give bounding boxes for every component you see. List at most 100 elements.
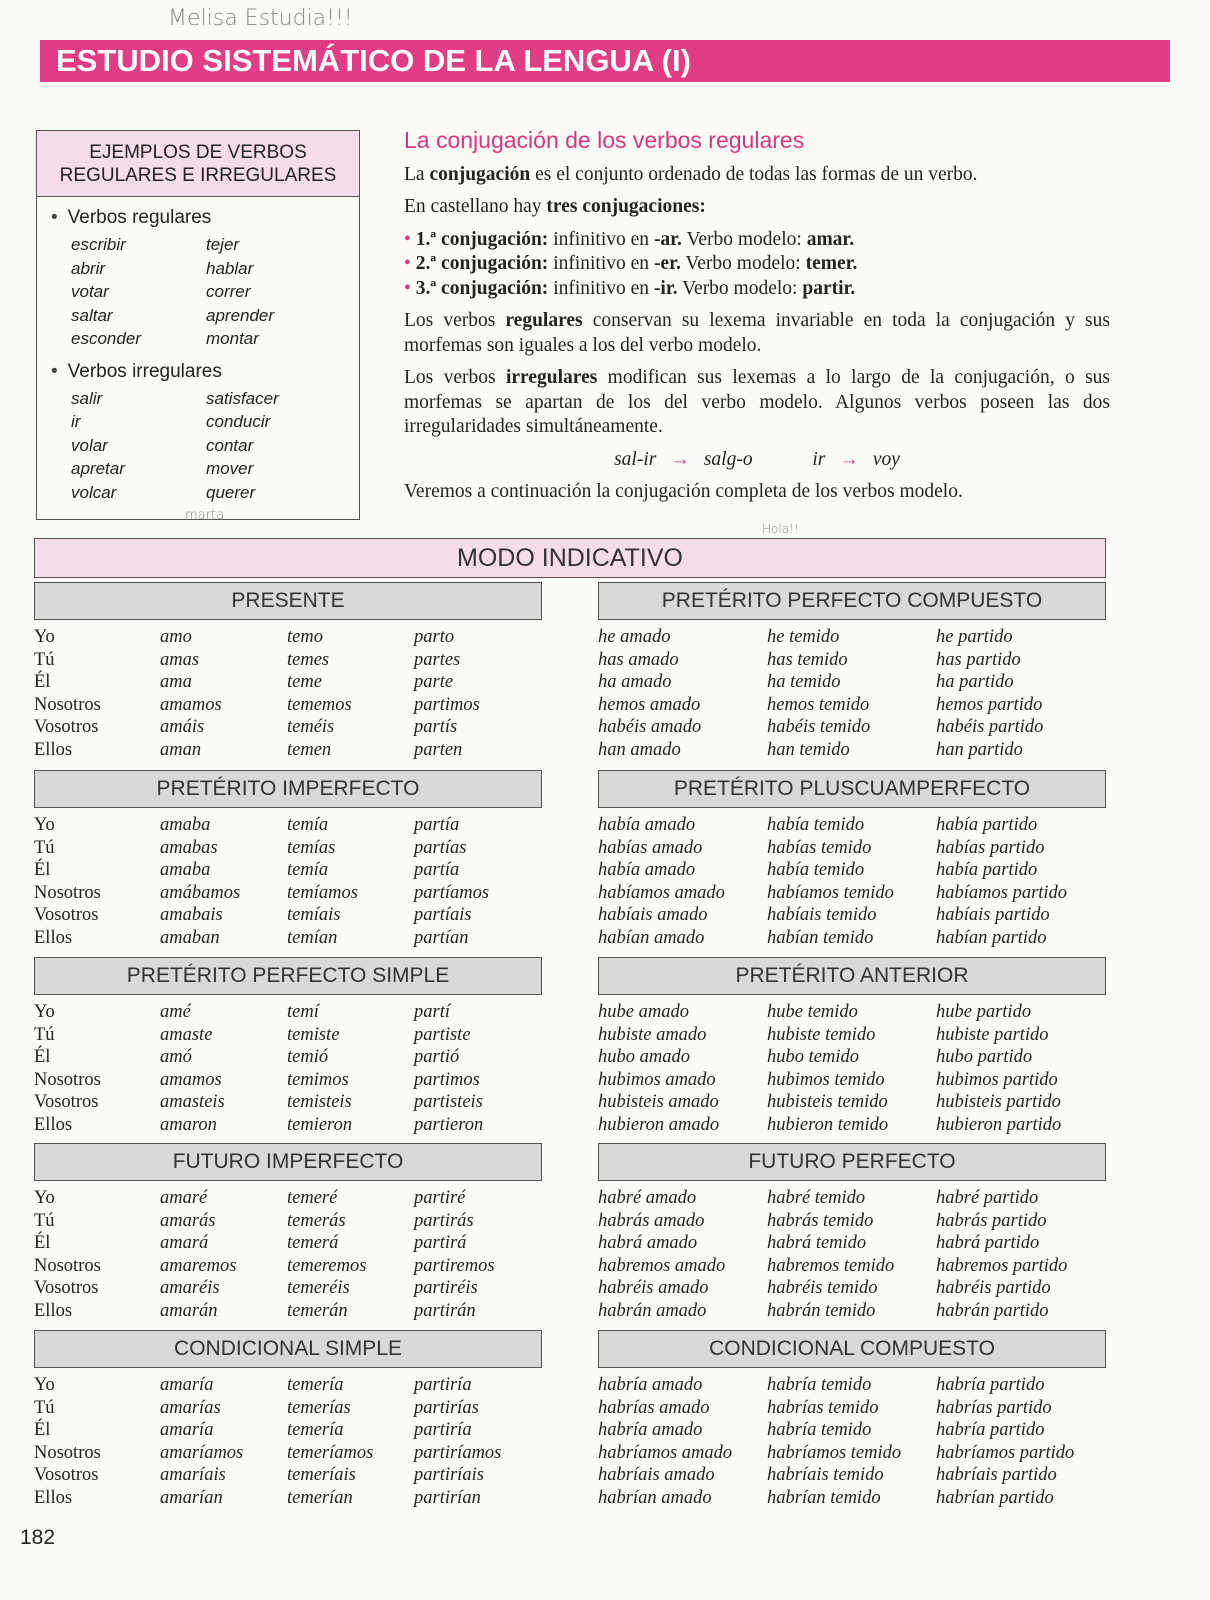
- verb-form: han partido: [936, 739, 1023, 760]
- verb-form: amarían: [160, 1487, 223, 1508]
- table-row: Ellos amaron temieron partieron: [34, 1114, 542, 1137]
- verb-form: temeréis: [287, 1278, 350, 1298]
- verb-example: votar: [71, 282, 109, 301]
- page-number: 182: [20, 1526, 56, 1549]
- table-row: hemos amado hemos temido hemos partido: [598, 694, 1106, 717]
- verb-form: has partido: [936, 649, 1021, 670]
- verb-form: partiremos: [414, 1255, 495, 1276]
- pronoun: Tú: [34, 837, 55, 858]
- verb-form: has temido: [767, 649, 848, 670]
- verb-form: habréis partido: [936, 1278, 1051, 1298]
- verb-form: habré amado: [598, 1188, 697, 1208]
- regular-verbs-list: escribir tejer abrir hablar votar correr salta…: [71, 233, 359, 351]
- text: conjugación: [429, 163, 531, 185]
- verb-form: temen: [287, 739, 332, 760]
- pronoun: Yo: [34, 815, 55, 835]
- paragraph: En castellano hay tres conjugaciones:: [404, 195, 1110, 220]
- text: La: [404, 163, 430, 185]
- verb-form: aman: [160, 739, 202, 760]
- verb-form: había partido: [936, 860, 1038, 880]
- verb-form: hubieron partido: [936, 1114, 1062, 1135]
- verb-form: amábamos: [160, 882, 241, 903]
- table-row: han amado han temido han partido: [598, 739, 1106, 762]
- verb-form: hube partido: [936, 1002, 1032, 1022]
- verb-form: temeríais: [287, 1465, 356, 1485]
- verb-form: temerás: [287, 1210, 346, 1231]
- table-row: habías amado habías temido habías partido: [598, 837, 1106, 860]
- verb-form: amas: [160, 649, 200, 670]
- conjugation-item: 1.ª conjugación: infinitivo en -ar. Verb…: [404, 228, 1110, 253]
- conjugation-item: 3.ª conjugación: infinitivo en -ir. Verb…: [404, 277, 1110, 302]
- table-row: Nosotros amábamos temíamos partíamos: [34, 882, 542, 905]
- verb-form: amamos: [160, 1069, 222, 1090]
- pronoun: Tú: [34, 1397, 55, 1418]
- verb-form: parten: [414, 739, 463, 760]
- chapter-title: ESTUDIO SISTEMÁTICO DE LA LENGUA (I): [40, 40, 1170, 82]
- verb-form: partiría: [414, 1375, 472, 1395]
- verb-form: parto: [414, 627, 455, 647]
- verb-form: habíais partido: [936, 905, 1050, 925]
- verb-form: partiste: [414, 1024, 471, 1045]
- verb-form: habíamos temido: [767, 882, 894, 903]
- conjugation-item: 2.ª conjugación: infinitivo en -er. Verb…: [404, 252, 1110, 277]
- table-row: Ellos amarán temerán partirán: [34, 1300, 542, 1323]
- verb-form: temerán: [287, 1300, 348, 1321]
- verb-form: temerías: [287, 1397, 351, 1418]
- verb-example: volcar: [71, 482, 117, 502]
- verb-form: has amado: [598, 649, 679, 670]
- verb-form: habían temido: [767, 927, 874, 948]
- verb-form: hemos partido: [936, 694, 1043, 715]
- table-row: Yo amé temí partí: [34, 1001, 542, 1024]
- verb-form: amaste: [160, 1024, 213, 1045]
- verb-form: temiste: [287, 1024, 340, 1045]
- verb-form: partí: [414, 1002, 450, 1022]
- text: conservan su lexema invariable en toda l…: [404, 310, 1110, 356]
- verb-form: hubieron temido: [767, 1114, 889, 1135]
- verb-form: temían: [287, 927, 338, 948]
- table-row: Ellos amarían temerían partirían: [34, 1487, 542, 1510]
- pronoun: Ellos: [34, 1300, 73, 1321]
- text: 1.ª conjugación:: [415, 228, 549, 250]
- verb-form: habrás partido: [936, 1210, 1047, 1231]
- verb-form: habríais partido: [936, 1465, 1057, 1485]
- text: 3.ª conjugación:: [415, 277, 549, 299]
- verb-form: tememos: [287, 694, 352, 715]
- verb-form: temieron: [287, 1114, 353, 1135]
- title-line: EJEMPLOS DE VERBOS: [89, 142, 307, 163]
- verb-form: había partido: [936, 815, 1038, 835]
- arrow-icon: →: [670, 448, 690, 470]
- verb-form: amaréis: [160, 1278, 220, 1298]
- verb-example: escribir: [71, 235, 126, 254]
- verb-form: habríamos partido: [936, 1442, 1075, 1463]
- verb-form: habríamos temido: [767, 1442, 902, 1463]
- table-row: Yo amaría temería partiría: [34, 1374, 542, 1397]
- verb-form: teme: [287, 672, 322, 692]
- handwritten-note: Hola!!: [762, 522, 799, 536]
- mode-heading: MODO INDICATIVO: [34, 538, 1106, 578]
- verb-form: habéis amado: [598, 717, 702, 737]
- verb-example: volar: [71, 435, 108, 455]
- text: -ir.: [653, 277, 678, 299]
- verb-form: partíais: [414, 905, 472, 925]
- pronoun: Tú: [34, 649, 55, 670]
- verb-form: partió: [414, 1047, 460, 1067]
- verb-form: amo: [160, 627, 192, 647]
- verb-form: partirá: [414, 1233, 467, 1253]
- examples-box: EJEMPLOS DE VERBOS REGULARES E IRREGULAR…: [36, 130, 360, 520]
- verb-form: habríais temido: [767, 1465, 884, 1485]
- text: amar.: [806, 228, 855, 250]
- verb-form: he partido: [936, 627, 1013, 647]
- table-row: Yo amaba temía partía: [34, 814, 542, 837]
- verb-form: temía: [287, 815, 329, 835]
- verb-form: partiréis: [414, 1278, 478, 1298]
- verb-form: habías temido: [767, 837, 872, 858]
- tense-section: PRETÉRITO PERFECTO COMPUESTO he amado he t…: [598, 582, 1106, 761]
- table-row: habrán amado habrán temido habrán partido: [598, 1300, 1106, 1323]
- table-row: habríamos amado habríamos temido habríamos…: [598, 1442, 1106, 1465]
- verb-form: habremos amado: [598, 1255, 726, 1276]
- tense-section: PRETÉRITO IMPERFECTO Yo amaba temía partía Tú…: [34, 770, 542, 949]
- verb-form: habíais amado: [598, 905, 708, 925]
- verb-form: habrán temido: [767, 1300, 876, 1321]
- verb-form: hubimos temido: [767, 1069, 885, 1090]
- table-row: Él amaba temía partía: [34, 859, 542, 882]
